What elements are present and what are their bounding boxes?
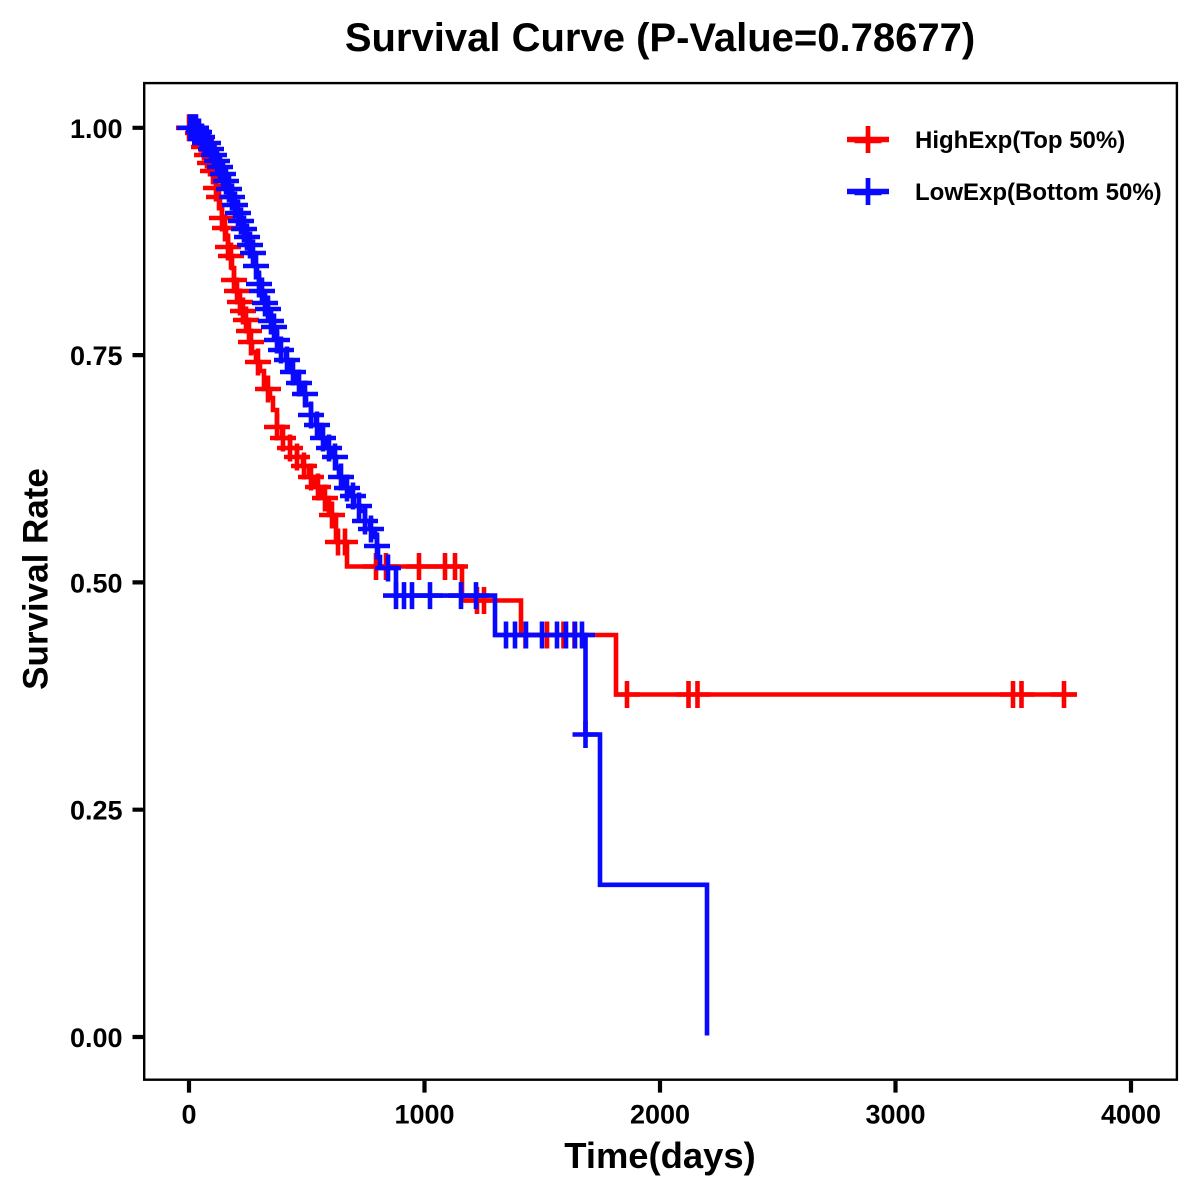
svg-text:HighExp(Top 50%): HighExp(Top 50%) xyxy=(915,127,1125,154)
svg-text:0.50: 0.50 xyxy=(70,568,123,598)
svg-text:0.25: 0.25 xyxy=(70,796,123,826)
svg-text:2000: 2000 xyxy=(630,1100,690,1130)
svg-text:0.75: 0.75 xyxy=(70,341,123,371)
svg-text:Survival Rate: Survival Rate xyxy=(17,468,56,690)
svg-text:Survival Curve (P-Value=0.7867: Survival Curve (P-Value=0.78677) xyxy=(345,16,975,60)
svg-text:0: 0 xyxy=(181,1100,196,1130)
svg-text:LowExp(Bottom 50%): LowExp(Bottom 50%) xyxy=(915,179,1162,206)
svg-text:4000: 4000 xyxy=(1101,1100,1161,1130)
svg-text:Time(days): Time(days) xyxy=(564,1135,755,1176)
svg-text:1000: 1000 xyxy=(394,1100,454,1130)
svg-text:1.00: 1.00 xyxy=(70,114,123,144)
svg-text:0.00: 0.00 xyxy=(70,1023,123,1053)
svg-text:3000: 3000 xyxy=(865,1100,925,1130)
